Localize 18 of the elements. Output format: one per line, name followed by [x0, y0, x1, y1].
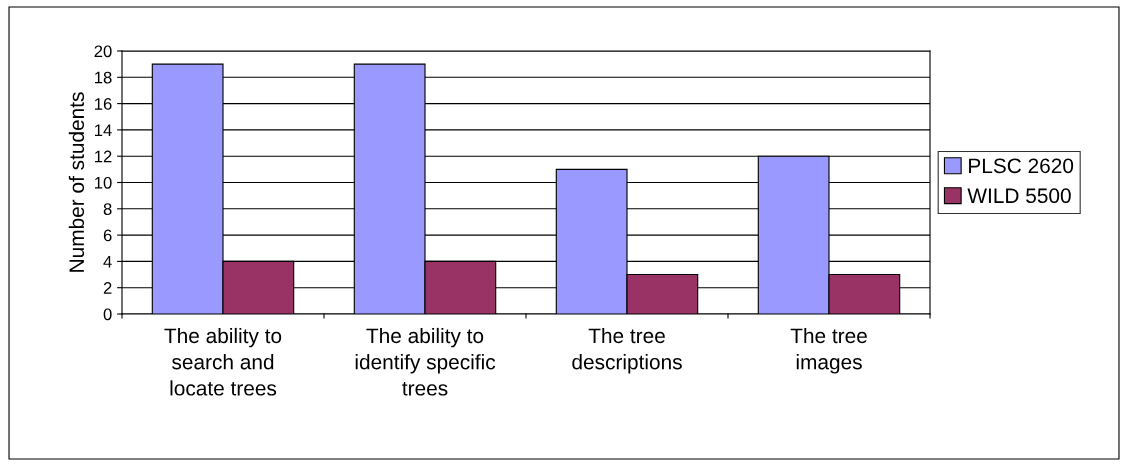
y-tick-label: 2	[103, 282, 112, 294]
y-tick-label: 14	[95, 124, 112, 136]
y-tick-label: 8	[103, 203, 112, 215]
y-tick-label: 6	[103, 229, 112, 242]
y-tick-label: 20	[94, 45, 112, 58]
x-tick-label: The ability to identify specific trees	[355, 327, 496, 396]
y-tick-label: 18	[95, 71, 112, 84]
x-tick-label: The tree images	[790, 327, 867, 374]
x-tick-label: The tree descriptions	[572, 327, 682, 374]
y-axis-title: Number of students	[68, 92, 85, 272]
legend-label: WILD 5500	[967, 188, 1071, 204]
y-tick-label: 4	[103, 255, 112, 268]
legend-label: PLSC 2620	[969, 158, 1074, 174]
x-tick-label: The ability to search and locate trees	[164, 327, 282, 396]
y-tick-label: 10	[95, 176, 112, 189]
y-tick-label: 0	[103, 308, 112, 321]
y-tick-label: 16	[95, 98, 112, 110]
y-tick-label: 12	[95, 150, 112, 163]
